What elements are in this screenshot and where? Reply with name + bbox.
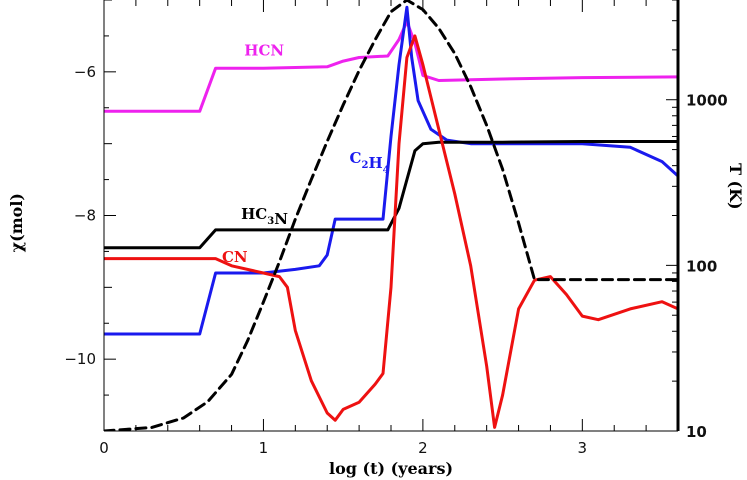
series-label-cn: CN	[222, 248, 248, 266]
y-tick-label: −8	[74, 207, 96, 225]
series-labels: HCN C2H4 HC3N CN	[222, 41, 390, 266]
series-line-c2h4	[104, 5, 678, 336]
axes: 0 1 2 3 −10 −8 −6 10 100 1000	[64, 0, 728, 457]
series-line-t	[104, 0, 678, 431]
y2-tick-label: 100	[686, 257, 717, 275]
series-label-hc3n: HC3N	[241, 205, 288, 228]
series-label-hcn: HCN	[244, 41, 284, 59]
y2-tick-label: 10	[686, 423, 707, 441]
x-tick-label: 3	[578, 439, 588, 457]
x-tick-label: 1	[259, 439, 269, 457]
y-tick-label: −10	[64, 350, 96, 368]
x-tick-label: 2	[418, 439, 428, 457]
series-line-cn	[104, 34, 678, 429]
series-line-hcn	[104, 20, 678, 113]
series-layer	[104, 0, 678, 431]
x-tick-label: 0	[99, 439, 109, 457]
y-tick-label: −6	[74, 63, 96, 81]
y-axis-label: χ(mol)	[7, 193, 26, 252]
y2-axis-label: T (K)	[726, 163, 745, 210]
x-axis-label: log (t) (years)	[329, 459, 453, 478]
y2-tick-label: 1000	[686, 92, 728, 110]
series-label-c2h4: C2H4	[350, 149, 390, 176]
series-line-hc3n	[104, 140, 678, 250]
